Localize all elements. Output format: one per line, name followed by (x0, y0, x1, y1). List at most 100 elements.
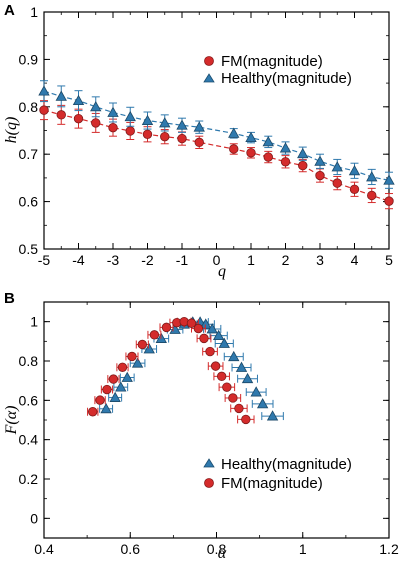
legend-fm-marker (204, 56, 214, 66)
fm-data-point (210, 361, 221, 371)
healthy-data-point (262, 136, 274, 147)
healthy-data-point (206, 323, 218, 334)
panel-b-data (87, 316, 284, 425)
healthy-data-point (331, 161, 343, 172)
panel-b-legend: Healthy(magnitude) FM(magnitude) (203, 456, 352, 492)
fm-data-point (194, 137, 204, 148)
fm-data-point (349, 184, 360, 194)
panel-b-x-axis-label: α (218, 545, 227, 562)
x-tick-label: -1 (176, 252, 189, 268)
fm-data-point (332, 178, 342, 188)
fm-data-point (102, 384, 112, 395)
fm-data-point (73, 113, 84, 124)
x-tick-label: 4 (351, 252, 359, 268)
fm-data-point (241, 414, 251, 425)
healthy-data-point (245, 131, 257, 143)
x-tick-label: 1 (299, 541, 307, 557)
fm-data-point (160, 131, 170, 142)
x-tick-label: 1.2 (379, 541, 399, 557)
fm-data-point (117, 362, 128, 372)
fm-data-point (298, 160, 308, 171)
healthy-data-point (212, 329, 225, 341)
healthy-data-point (250, 386, 262, 397)
healthy-data-point (235, 361, 248, 372)
x-tick-label: -5 (38, 252, 51, 268)
fm-data-point (216, 371, 227, 382)
y-tick-label: 0.4 (19, 432, 39, 448)
y-tick-label: 0.9 (19, 51, 39, 67)
panel-b: B 0.4 0.6 0.8 1 1.2 0 0.2 0.4 0.6 0.8 1 α F(α) Hea… (3, 290, 399, 562)
x-tick-label: -2 (141, 252, 154, 268)
fm-data-point (149, 330, 160, 340)
healthy-data-point (241, 372, 254, 384)
x-tick-label: 3 (316, 252, 324, 268)
fm-data-point (95, 395, 105, 405)
fm-data-point (280, 157, 291, 167)
healthy-data-point (55, 90, 67, 101)
fm-data-point (88, 407, 98, 417)
fm-data-point (229, 144, 239, 154)
fm-data-point (108, 122, 118, 133)
healthy-data-point (72, 94, 85, 106)
panel-b-ticks: 0.4 0.6 0.8 1 1.2 0 0.2 0.4 0.6 0.8 1 (19, 301, 399, 557)
fm-data-point (234, 403, 244, 414)
panel-a-data (38, 80, 395, 210)
healthy-data-point (176, 119, 188, 130)
fm-data-point (108, 374, 119, 384)
healthy-data-point (366, 171, 378, 182)
y-tick-label: 0.2 (19, 471, 39, 487)
fm-data-point (384, 196, 394, 206)
fm-data-point (186, 318, 197, 328)
healthy-data-point (100, 402, 112, 414)
fm-data-point (367, 190, 377, 201)
y-tick-label: 1 (30, 4, 38, 20)
y-tick-label: 0.8 (19, 353, 39, 369)
legend-fm-label: FM(magnitude) (221, 475, 323, 492)
legend-fm-marker (204, 478, 214, 488)
legend-healthy-marker (203, 458, 215, 468)
fm-data-point (142, 129, 153, 139)
healthy-data-point (38, 85, 50, 96)
x-tick-label: 0.8 (207, 541, 227, 557)
panel-a-y-axis-label: h(q) (3, 117, 20, 144)
y-tick-label: 0.7 (19, 146, 39, 162)
healthy-data-point (107, 106, 119, 117)
x-tick-label: 0.4 (34, 541, 54, 557)
legend-fm-label: FM(magnitude) (221, 53, 323, 70)
y-tick-label: 0 (30, 510, 38, 526)
legend-healthy-label: Healthy(magnitude) (221, 456, 352, 473)
x-tick-label: 2 (282, 252, 290, 268)
y-tick-label: 0.8 (19, 99, 39, 115)
panel-a: A -5 -4 -3 -2 -1 0 1 2 3 4 5 0.5 0.6 0.7 0.8 0.9 1 q h(q… (3, 2, 395, 280)
fm-data-point (125, 126, 135, 136)
healthy-data-point (383, 174, 395, 185)
healthy-data-point (109, 391, 121, 402)
fm-data-point (137, 339, 148, 350)
fm-data-point (315, 170, 325, 181)
y-tick-label: 1 (30, 314, 38, 330)
healthy-data-point (314, 155, 326, 166)
healthy-data-point (228, 350, 240, 362)
panel-a-x-axis-label: q (218, 263, 226, 280)
healthy-data-point (218, 337, 230, 348)
y-tick-label: 0.5 (19, 241, 39, 257)
healthy-data-point (124, 110, 136, 122)
healthy-data-point (121, 371, 133, 382)
panel-a-ticks: -5 -4 -3 -2 -1 0 1 2 3 4 5 0.5 0.6 0.7 0.8 0.9 1 (19, 4, 394, 268)
x-tick-label: 0.6 (121, 541, 141, 557)
healthy-data-point (279, 142, 292, 153)
healthy-data-point (193, 121, 205, 132)
fm-data-point (199, 333, 209, 344)
x-tick-label: 0 (213, 252, 221, 268)
panel-a-legend: FM(magnitude) Healthy(magnitude) (203, 53, 352, 87)
x-tick-label: 1 (247, 252, 255, 268)
healthy-data-point (141, 114, 154, 125)
healthy-data-point (115, 381, 127, 392)
healthy-data-point (143, 343, 155, 354)
fm-data-point (193, 323, 204, 334)
x-tick-label: -4 (72, 252, 85, 268)
legend-healthy-marker (203, 73, 215, 83)
panel-a-letter: A (4, 2, 15, 19)
fm-data-point (228, 393, 238, 403)
